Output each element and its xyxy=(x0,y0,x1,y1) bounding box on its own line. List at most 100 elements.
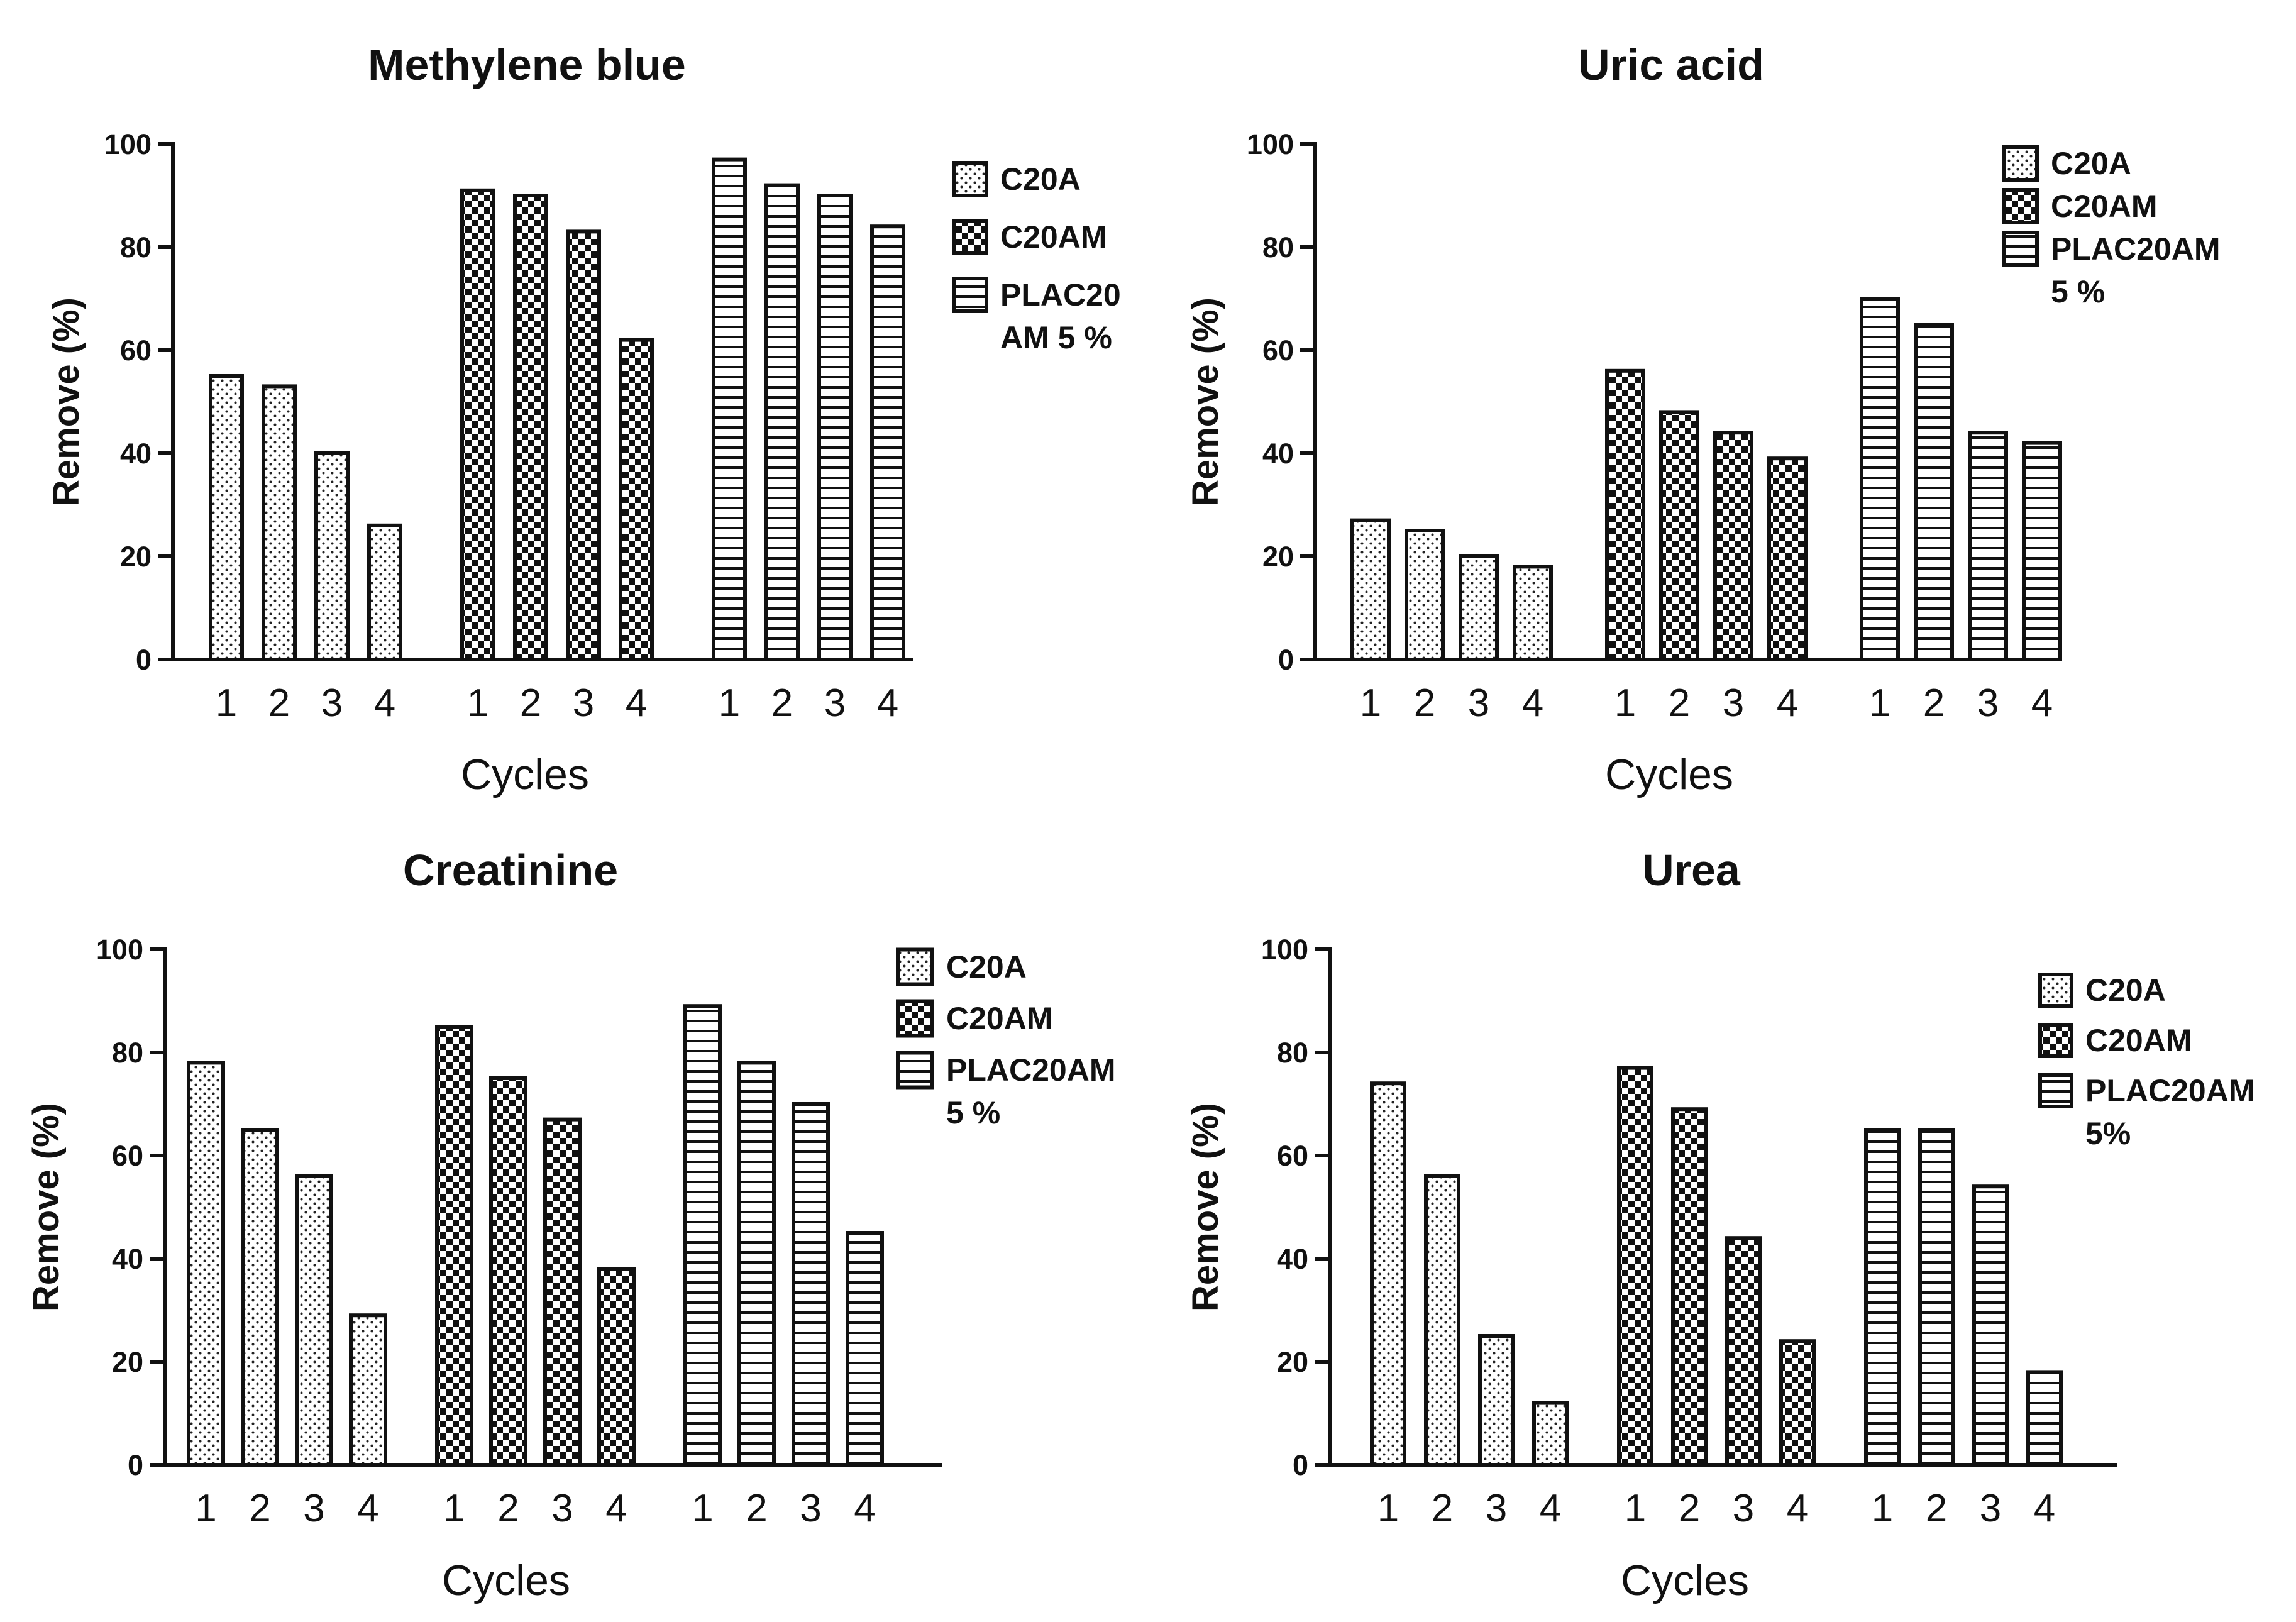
bar-3-4 xyxy=(870,224,905,661)
legend-label: PLAC20AM xyxy=(2085,1073,2255,1108)
chart-title: Uric acid xyxy=(1578,40,1764,89)
bar-2-2 xyxy=(489,1076,527,1467)
x-tick-label: 3 xyxy=(1733,1487,1754,1530)
bar-1-1 xyxy=(187,1061,225,1467)
bar-1-3 xyxy=(1459,554,1499,661)
legend-swatch-3 xyxy=(2038,1073,2073,1108)
legend: C20A C20AM PLAC20AM 5% xyxy=(2038,973,2255,1151)
bar-2-4 xyxy=(1779,1339,1816,1467)
x-tick-label: 2 xyxy=(1414,681,1435,725)
legend-label: C20AM xyxy=(2051,189,2157,224)
bar-2-1 xyxy=(1605,368,1645,661)
bar-1-4 xyxy=(1513,565,1553,662)
legend-label: C20AM xyxy=(1000,219,1107,255)
y-tick-label: 20 xyxy=(112,1346,143,1378)
x-tick-label: 1 xyxy=(1377,1487,1399,1530)
bar-3-1 xyxy=(1860,297,1900,661)
bar-3-1 xyxy=(683,1004,722,1467)
x-tick-label: 2 xyxy=(1432,1487,1453,1530)
x-tick-label: 2 xyxy=(249,1487,270,1530)
legend-swatch-2 xyxy=(2002,188,2039,224)
y-tick-label: 60 xyxy=(112,1140,143,1172)
x-tick-label: 2 xyxy=(771,681,793,725)
y-tick-label: 40 xyxy=(1277,1243,1308,1275)
bar-3-3 xyxy=(817,194,853,661)
bar-3-2 xyxy=(1918,1128,1955,1467)
x-tick-label: 3 xyxy=(1468,681,1489,725)
x-axis-label: Cycles xyxy=(442,1557,570,1604)
legend-label: C20AM xyxy=(2085,1023,2192,1058)
y-axis-label: Remove (%) xyxy=(1185,297,1226,506)
x-tick-label: 1 xyxy=(719,681,740,725)
bar-1-2 xyxy=(241,1128,279,1467)
x-tick-label: 2 xyxy=(497,1487,519,1530)
bar-3-2 xyxy=(764,183,800,662)
chart-title: Methylene blue xyxy=(368,40,686,89)
y-tick-label: 80 xyxy=(1277,1037,1308,1069)
x-tick-label: 4 xyxy=(1540,1487,1561,1530)
x-tick-label: 1 xyxy=(1360,681,1381,725)
legend-swatch-3 xyxy=(2002,231,2039,267)
bar-1-2 xyxy=(1405,529,1445,661)
x-tick-label: 1 xyxy=(692,1487,713,1530)
legend-swatch-3 xyxy=(952,277,988,313)
y-tick-label: 40 xyxy=(1262,438,1294,470)
bar-1-3 xyxy=(1478,1334,1515,1467)
x-tick-label: 4 xyxy=(626,681,647,725)
y-tick-label: 80 xyxy=(120,231,152,263)
bar-3-2 xyxy=(1914,323,1954,661)
legend-label: 5 % xyxy=(2051,274,2105,309)
legend-swatch-1 xyxy=(2002,145,2039,182)
x-tick-label: 3 xyxy=(321,681,343,725)
bar-3-3 xyxy=(1968,431,2008,661)
chart-title: Urea xyxy=(1642,846,1741,895)
y-tick-label: 40 xyxy=(112,1243,143,1275)
chart-title: Creatinine xyxy=(403,846,618,895)
bar-3-4 xyxy=(2026,1370,2063,1467)
x-tick-label: 4 xyxy=(1777,681,1798,725)
bar-2-3 xyxy=(1725,1236,1762,1467)
legend-swatch-3 xyxy=(896,1051,934,1090)
x-tick-label: 4 xyxy=(2034,1487,2055,1530)
x-tick-label: 3 xyxy=(800,1487,821,1530)
x-tick-label: 2 xyxy=(1926,1487,1947,1530)
legend: C20A C20AM PLAC20AM 5 % xyxy=(896,947,1115,1130)
y-axis-label: Remove (%) xyxy=(26,1103,67,1311)
legend-label: PLAC20 xyxy=(1000,277,1121,312)
bar-1-2 xyxy=(262,384,297,662)
y-tick-label: 60 xyxy=(1262,334,1294,367)
legend-label: 5% xyxy=(2085,1116,2131,1151)
bar-2-3 xyxy=(1713,431,1753,661)
x-tick-label: 4 xyxy=(854,1487,875,1530)
legend-label: C20A xyxy=(2085,973,2166,1008)
legend-swatch-1 xyxy=(896,947,934,986)
x-tick-label: 3 xyxy=(551,1487,573,1530)
x-tick-label: 1 xyxy=(467,681,488,725)
legend-label: AM 5 % xyxy=(1000,320,1112,355)
legend-label: C20A xyxy=(946,949,1027,985)
bar-1-2 xyxy=(1424,1174,1460,1467)
bar-2-3 xyxy=(543,1117,582,1467)
bar-1-3 xyxy=(295,1174,333,1467)
x-tick-label: 3 xyxy=(1486,1487,1507,1530)
bar-3-1 xyxy=(712,157,747,662)
x-tick-label: 3 xyxy=(1977,681,1999,725)
y-tick-label: 60 xyxy=(1277,1140,1308,1172)
bar-2-2 xyxy=(513,194,548,661)
y-tick-label: 40 xyxy=(120,438,152,470)
x-tick-label: 4 xyxy=(605,1487,627,1530)
bar-3-4 xyxy=(846,1231,884,1467)
bar-3-4 xyxy=(2022,441,2062,661)
x-tick-label: 3 xyxy=(303,1487,324,1530)
y-tick-label: 100 xyxy=(1261,934,1308,966)
y-tick-label: 20 xyxy=(1262,541,1294,573)
bar-2-1 xyxy=(435,1025,473,1467)
x-tick-label: 4 xyxy=(374,681,395,725)
legend: C20A C20AM PLAC20AM 5 % xyxy=(2002,145,2220,309)
x-axis-label: Cycles xyxy=(1621,1557,1749,1604)
